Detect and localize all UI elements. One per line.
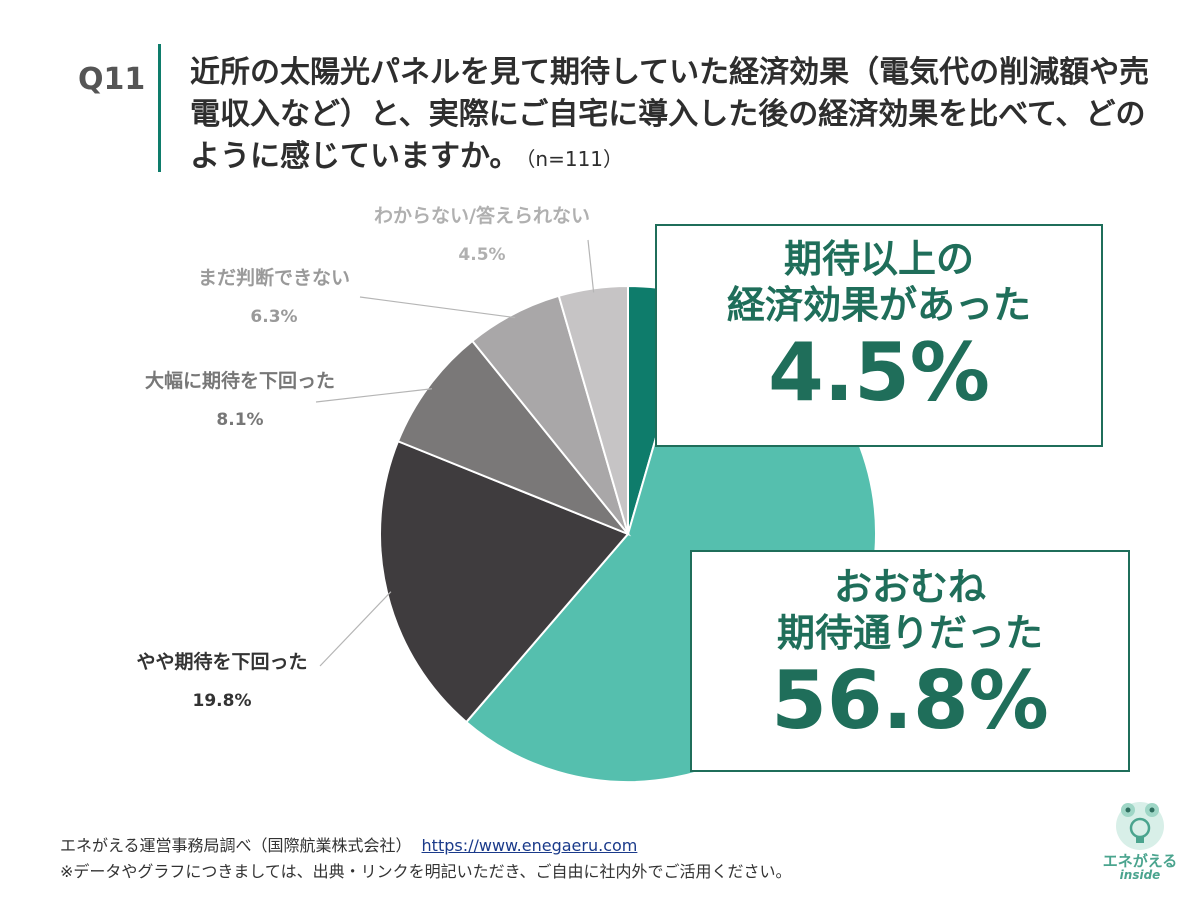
slice-value-6: 4.5% [458,245,505,265]
usage-note: ※データやグラフにつきましては、出典・リンクを明記いただき、ご自由に社内外でご活… [60,862,792,881]
slice-label-6: わからない/答えられない [374,204,590,227]
callout-a-percent: 4.5% [768,326,990,419]
callout-b-title-1: おおむね [833,565,986,609]
callout-above-expectations: 期待以上の 経済効果があった 4.5% [655,224,1103,447]
pie-slice-3 [379,439,630,724]
source-line: エネがえる運営事務局調べ（国際航業株式会社） https://www.enegae… [60,832,637,856]
source-link[interactable]: https://www.enegaeru.com [421,836,638,855]
leader-line-3 [319,591,392,667]
callout-a-title-1: 期待以上の [783,237,974,281]
callout-b-title-2: 期待通りだった [776,611,1043,655]
leader-line-4 [315,388,433,403]
callout-b-percent: 56.8% [771,654,1049,747]
slice-value-5: 6.3% [250,307,297,327]
slice-label-4: 大幅に期待を下回った [145,369,335,392]
callout-a-title-2: 経済効果があった [726,283,1031,327]
slice-value-3: 19.8% [193,691,252,711]
logo-subtext: inside [1119,868,1161,882]
frog-lightbulb-icon [1116,802,1164,850]
question-number: Q11 [78,62,146,97]
question-text: 近所の太陽光パネルを見て期待していた経済効果（電気代の削減額や売電収入など）と、… [190,52,1150,180]
leader-line-6 [587,239,595,293]
slice-value-4: 8.1% [216,410,263,430]
leader-line-5 [359,296,516,319]
enegaeru-logo: エネがえる inside [1092,796,1188,886]
sample-size: （n=111） [525,147,624,171]
source-text: エネがえる運営事務局調べ（国際航業株式会社） [60,836,412,855]
question-body: 近所の太陽光パネルを見て期待していた経済効果（電気代の削減額や売電収入など）と、… [190,55,1150,174]
slice-label-3: やや期待を下回った [136,650,307,673]
logo-text: エネがえる [1102,852,1178,870]
slice-label-5: まだ判断できない [198,266,350,289]
pie-slice-4 [396,339,632,537]
callout-as-expected: おおむね 期待通りだった 56.8% [690,550,1130,772]
question-divider [158,44,161,172]
